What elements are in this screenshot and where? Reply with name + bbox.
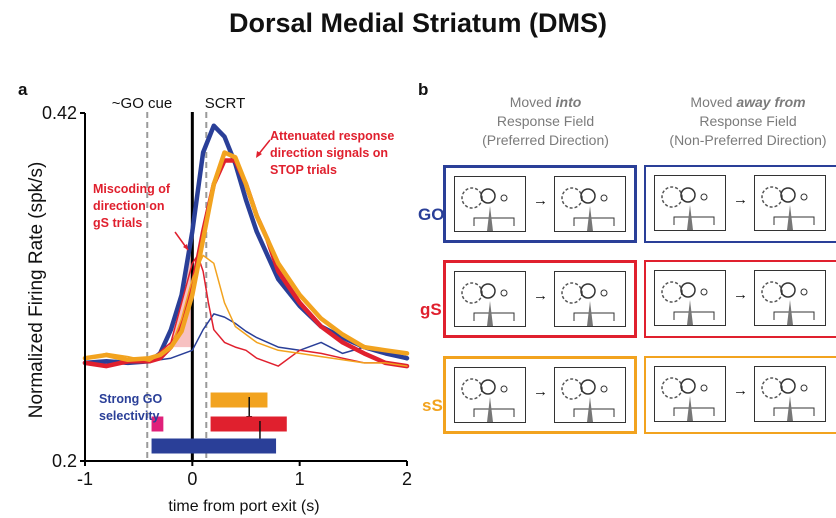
- trial-frame-start-2-0: [454, 367, 526, 423]
- condition-box-go-preferred: →: [443, 165, 637, 243]
- trial-frame-end-0-0-drawing: [561, 187, 615, 231]
- trial-frame-end-1-1-drawing: [761, 281, 815, 325]
- trial-frame-end-1-0-drawing: [561, 282, 615, 326]
- trial-frame-end-0-0: [554, 176, 626, 232]
- col1-header: Moved into Response Field (Preferred Dir…: [438, 93, 653, 150]
- miscoding-annotation-line-0: Miscoding of: [93, 182, 171, 196]
- trial-frame-end-2-0: [554, 367, 626, 423]
- series-line-0: [82, 123, 410, 366]
- row-label-ss: sS: [422, 396, 443, 415]
- transition-arrow-icon: →: [533, 383, 548, 400]
- transition-arrow-icon: →: [733, 286, 748, 303]
- trial-frame-end-2-0-drawing: [561, 378, 615, 422]
- trial-frame-end-0-1: [754, 175, 826, 231]
- series-line-5: [84, 254, 408, 367]
- transition-arrow-icon: →: [733, 191, 748, 208]
- selectivity-bar-1: [151, 416, 164, 432]
- transition-arrow-icon: →: [533, 287, 548, 304]
- miscoding-annotation-line-2: gS trials: [93, 216, 142, 230]
- col2-header-pre: Moved: [690, 94, 737, 110]
- selectivity-bar-3: [151, 438, 277, 454]
- trial-frame-end-2-1-drawing: [761, 377, 815, 421]
- series-line-2: [82, 158, 410, 369]
- x-tick-label-1: 0: [187, 469, 197, 489]
- trial-frame-start-2-0-drawing: [461, 378, 515, 422]
- series-line-3: [84, 254, 408, 367]
- attenuated-arrow-head: [256, 151, 262, 158]
- col2-header-line2: Response Field: [699, 113, 797, 129]
- series-line-1: [84, 313, 408, 366]
- strong-go-annotation-line-1: selectivity: [99, 409, 160, 423]
- condition-box-ss-nonpreferred: →: [644, 356, 836, 434]
- miscoding-arrow-head: [183, 244, 188, 250]
- figure-title: Dorsal Medial Striatum (DMS): [228, 8, 608, 38]
- trial-frame-end-1-1: [754, 270, 826, 326]
- panel-a-letter: a: [18, 80, 28, 99]
- x-axis-label: time from port exit (s): [168, 498, 319, 515]
- col2-header-em: away from: [736, 94, 806, 110]
- col2-header: Moved away from Response Field (Non-Pref…: [638, 93, 836, 150]
- col2-header-line3: (Non-Preferred Direction): [669, 132, 827, 148]
- y-axis-label: Normalized Firing Rate (spk/s): [26, 162, 47, 419]
- y-tick-label-1: 0.42: [42, 103, 77, 123]
- x-tick-label-3: 2: [402, 469, 412, 489]
- trial-frame-start-1-0-drawing: [461, 282, 515, 326]
- trial-frame-start-2-1: [654, 366, 726, 422]
- condition-box-gs-preferred: →: [443, 260, 637, 338]
- col1-header-line2: Response Field: [496, 113, 595, 129]
- trial-frame-end-1-0: [554, 271, 626, 327]
- trial-frame-start-1-1-drawing: [661, 281, 715, 325]
- trial-frame-start-0-0-drawing: [461, 187, 515, 231]
- condition-box-go-nonpreferred: →: [644, 165, 836, 243]
- attenuated-annotation-line-0: Attenuated response: [270, 129, 394, 143]
- trial-frame-end-2-1: [754, 366, 826, 422]
- trial-frame-start-1-0: [454, 271, 526, 327]
- condition-box-ss-preferred: →: [443, 356, 637, 434]
- series-line-4: [82, 150, 410, 363]
- go-cue-label: ~GO cue: [112, 95, 172, 112]
- col1-header-pre: Moved: [509, 94, 556, 110]
- strong-go-annotation-line-0: Strong GO: [99, 392, 162, 406]
- condition-box-gs-nonpreferred: →: [644, 260, 836, 338]
- trial-frame-start-0-1: [654, 175, 726, 231]
- selectivity-bar-2: [210, 416, 287, 432]
- miscoding-annotation-line-1: direction on: [93, 199, 165, 213]
- attenuated-annotation-line-1: direction signals on: [270, 146, 388, 160]
- selectivity-bar-0: [210, 392, 268, 408]
- col1-header-line3: (Preferred Direction): [482, 132, 609, 148]
- row-label-gs: gS: [420, 300, 442, 319]
- panel-b-letter: b: [418, 80, 429, 99]
- x-tick-label-2: 1: [295, 469, 305, 489]
- row-label-go: GO: [418, 205, 445, 224]
- col1-header-em: into: [555, 94, 582, 110]
- trial-frame-start-0-1-drawing: [661, 186, 715, 230]
- trial-frame-start-1-1: [654, 270, 726, 326]
- attenuated-arrow: [257, 139, 271, 156]
- y-tick-label-0: 0.2: [52, 451, 77, 471]
- attenuated-annotation-line-2: STOP trials: [270, 163, 337, 177]
- trial-frame-start-2-1-drawing: [661, 377, 715, 421]
- transition-arrow-icon: →: [733, 382, 748, 399]
- scrt-label: SCRT: [205, 95, 246, 112]
- x-tick-label-0: -1: [77, 469, 93, 489]
- trial-frame-start-0-0: [454, 176, 526, 232]
- trial-frame-end-0-1-drawing: [761, 186, 815, 230]
- transition-arrow-icon: →: [533, 192, 548, 209]
